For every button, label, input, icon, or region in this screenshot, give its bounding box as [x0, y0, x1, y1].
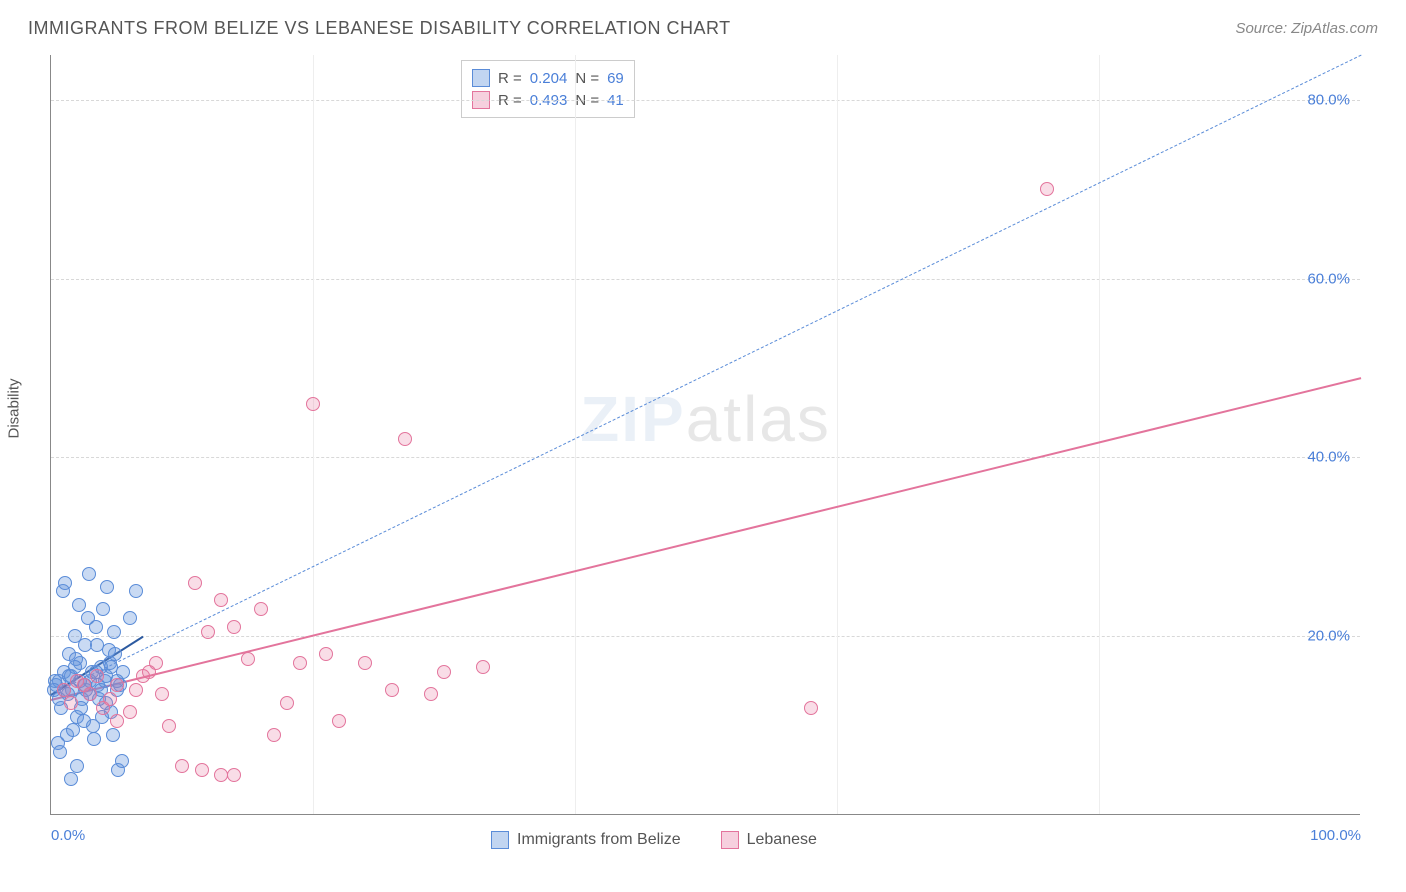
data-point — [201, 625, 215, 639]
data-point — [1040, 182, 1054, 196]
trend-line — [51, 55, 1361, 695]
data-point — [293, 656, 307, 670]
data-point — [227, 620, 241, 634]
y-axis-label: Disability — [6, 378, 23, 438]
data-point — [214, 768, 228, 782]
legend-swatch — [472, 69, 490, 87]
data-point — [358, 656, 372, 670]
y-tick-label: 60.0% — [1307, 270, 1350, 287]
data-point — [110, 714, 124, 728]
legend-stat-row: R = 0.204 N = 69 — [472, 67, 624, 89]
gridline-v — [313, 55, 314, 814]
data-point — [437, 665, 451, 679]
data-point — [100, 580, 114, 594]
data-point — [195, 763, 209, 777]
gridline-h — [51, 279, 1360, 280]
legend-swatch — [721, 831, 739, 849]
data-point — [129, 584, 143, 598]
gridline-v — [575, 55, 576, 814]
data-point — [72, 598, 86, 612]
y-tick-label: 80.0% — [1307, 91, 1350, 108]
data-point — [57, 683, 71, 697]
data-point — [476, 660, 490, 674]
data-point — [115, 754, 129, 768]
x-tick-label: 100.0% — [1310, 827, 1361, 844]
data-point — [332, 714, 346, 728]
data-point — [107, 625, 121, 639]
data-point — [64, 772, 78, 786]
legend-series-label: Lebanese — [747, 831, 817, 849]
gridline-v — [1099, 55, 1100, 814]
legend-stat-label: N = — [575, 70, 599, 87]
gridline-h — [51, 636, 1360, 637]
x-tick-label: 0.0% — [51, 827, 85, 844]
data-point — [82, 567, 96, 581]
data-point — [68, 660, 82, 674]
data-point — [108, 647, 122, 661]
y-tick-label: 20.0% — [1307, 628, 1350, 645]
data-point — [155, 687, 169, 701]
data-point — [53, 745, 67, 759]
data-point — [106, 728, 120, 742]
data-point — [162, 719, 176, 733]
chart-source: Source: ZipAtlas.com — [1235, 20, 1378, 37]
y-tick-label: 40.0% — [1307, 449, 1350, 466]
watermark: ZIPatlas — [580, 382, 831, 456]
data-point — [142, 665, 156, 679]
watermark-bold: ZIP — [580, 383, 686, 455]
data-point — [123, 705, 137, 719]
legend-series-label: Immigrants from Belize — [517, 831, 681, 849]
data-point — [306, 397, 320, 411]
gridline-v — [837, 55, 838, 814]
chart-header: IMMIGRANTS FROM BELIZE VS LEBANESE DISAB… — [28, 18, 1378, 39]
data-point — [398, 432, 412, 446]
data-point — [254, 602, 268, 616]
data-point — [104, 660, 118, 674]
data-point — [319, 647, 333, 661]
data-point — [129, 683, 143, 697]
data-point — [188, 576, 202, 590]
plot-area: ZIPatlas R = 0.204 N = 69R = 0.493 N = 4… — [50, 55, 1360, 815]
legend-stat-label: R = — [498, 70, 522, 87]
legend-stats: R = 0.204 N = 69R = 0.493 N = 41 — [461, 60, 635, 118]
data-point — [103, 692, 117, 706]
data-point — [241, 652, 255, 666]
legend-swatch — [491, 831, 509, 849]
data-point — [87, 732, 101, 746]
data-point — [110, 678, 124, 692]
chart-title: IMMIGRANTS FROM BELIZE VS LEBANESE DISAB… — [28, 18, 731, 39]
legend-stat-value: 0.204 — [530, 70, 568, 87]
data-point — [280, 696, 294, 710]
legend-series: Immigrants from Belize Lebanese — [491, 831, 817, 849]
data-point — [424, 687, 438, 701]
data-point — [227, 768, 241, 782]
data-point — [89, 620, 103, 634]
data-point — [123, 611, 137, 625]
data-point — [58, 576, 72, 590]
legend-series-item: Immigrants from Belize — [491, 831, 681, 849]
data-point — [90, 638, 104, 652]
data-point — [175, 759, 189, 773]
data-point — [90, 669, 104, 683]
data-point — [70, 759, 84, 773]
watermark-thin: atlas — [686, 383, 831, 455]
legend-stat-value: 69 — [607, 70, 624, 87]
data-point — [64, 696, 78, 710]
data-point — [267, 728, 281, 742]
gridline-h — [51, 100, 1360, 101]
data-point — [214, 593, 228, 607]
gridline-h — [51, 457, 1360, 458]
data-point — [96, 602, 110, 616]
data-point — [804, 701, 818, 715]
data-point — [77, 678, 91, 692]
data-point — [385, 683, 399, 697]
data-point — [77, 714, 91, 728]
legend-series-item: Lebanese — [721, 831, 817, 849]
